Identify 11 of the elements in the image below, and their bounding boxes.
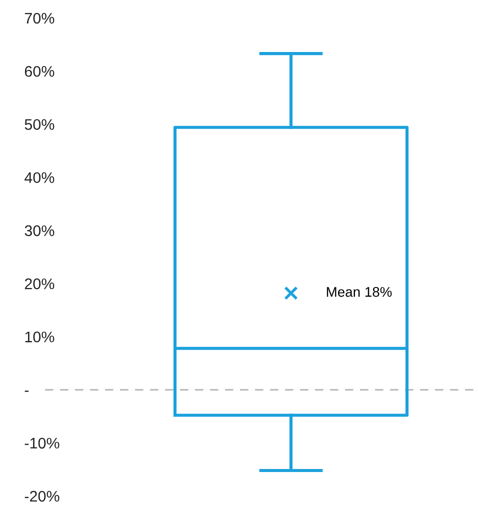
- y-tick-label: 70%: [24, 12, 54, 24]
- y-tick-label: 30%: [24, 225, 54, 236]
- y-tick-label: 50%: [24, 119, 54, 130]
- annotation: Mean 18%: [326, 287, 392, 297]
- y-tick-label: 40%: [24, 172, 54, 184]
- y-tick-label: 20%: [24, 278, 54, 290]
- y-tick-label: -20%: [24, 490, 60, 502]
- y-tick-label: -: [24, 390, 29, 392]
- y-tick-label: 60%: [24, 66, 54, 77]
- y-tick-label: -10%: [24, 438, 60, 449]
- y-tick-label: 10%: [25, 332, 54, 342]
